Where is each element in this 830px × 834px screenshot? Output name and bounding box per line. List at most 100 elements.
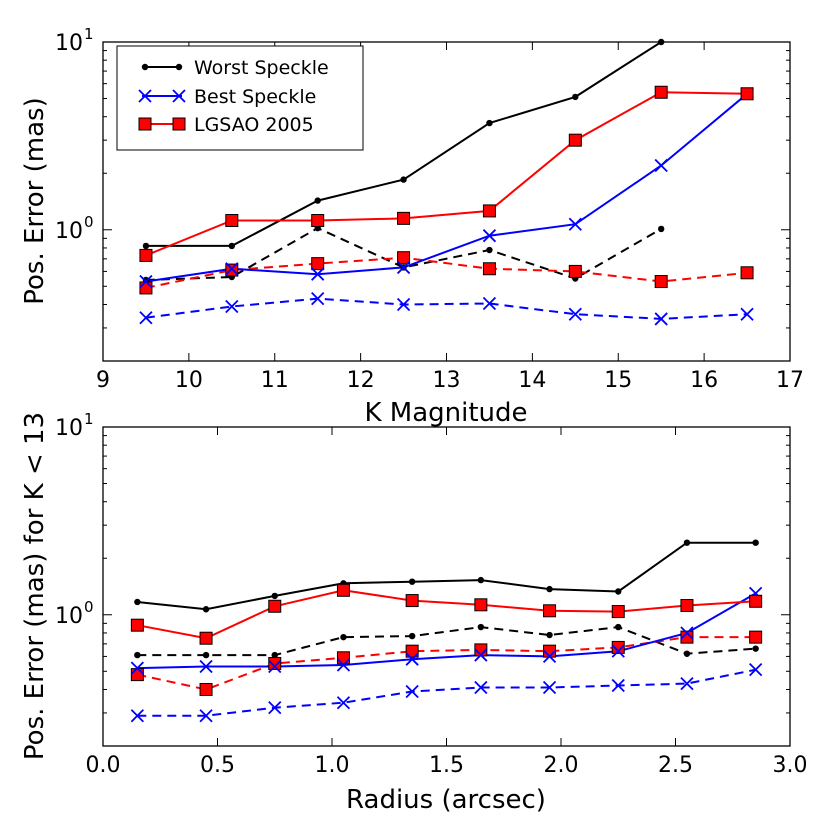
top-y-tick-label: 10 <box>55 219 83 244</box>
bottom-series-worst-speckle-point <box>546 585 553 593</box>
bottom-series-lgsao-2005-dashed-point <box>130 668 144 682</box>
bottom-series-best-speckle-point <box>680 626 694 640</box>
top-x-tick-label: 9 <box>96 368 110 393</box>
bottom-markers <box>130 539 763 723</box>
top-series-best-speckle-dashed-point <box>740 307 754 321</box>
bottom-series-worst-speckle-point <box>477 576 485 584</box>
bottom-x-tick-label: 2.0 <box>544 753 579 778</box>
bottom-series-best-speckle-dashed-point <box>474 680 488 695</box>
top-series-worst-speckle-point <box>486 119 493 127</box>
bottom-series-worst-speckle-dashed-point <box>546 631 553 639</box>
bottom-series-best-speckle-point <box>474 648 488 662</box>
top-series-worst-speckle-point <box>142 242 150 250</box>
top-series-worst-speckle-point <box>400 176 407 183</box>
bottom-series-worst-speckle-dashed-point <box>477 623 485 631</box>
bottom-x-axis-label: Radius (arcsec) <box>346 785 546 815</box>
top-series-best-speckle-point <box>568 217 582 231</box>
top-series-lgsao-2005-point <box>225 214 239 228</box>
bottom-series-worst-speckle-point <box>202 606 210 613</box>
top-y-axis-label: Pos. Error (mas) <box>20 97 50 304</box>
top-series-lgsao-2005-dashed-point <box>397 251 411 265</box>
top-series-lgsao-2005-dashed-point <box>311 257 325 271</box>
legend-marker-best-speckle <box>138 89 152 103</box>
bottom-plot-frame <box>102 426 791 747</box>
top-series-worst-speckle-point <box>228 242 236 250</box>
bottom-y-tick-label: 10 <box>55 604 83 629</box>
top-x-tick-label: 15 <box>604 368 632 393</box>
top-series-best-speckle-dashed-point <box>654 312 668 326</box>
legend-marker-lgsao-2005 <box>172 117 186 131</box>
top-series-lgsao-2005-point <box>568 133 582 147</box>
bottom-series-best-speckle-point <box>268 659 282 674</box>
bottom-series-best-speckle-point <box>611 644 625 658</box>
bottom-series-worst-speckle-line <box>137 541 756 611</box>
legend-entry-lgsao-2005: LGSAO 2005 <box>138 114 314 136</box>
bottom-x-tick-label: 2.5 <box>658 753 693 778</box>
bottom-series-worst-speckle-point <box>752 539 759 546</box>
top-series-lgsao-2005-dashed-point <box>225 263 239 277</box>
bottom-x-tick-label: 0.0 <box>86 753 121 778</box>
bottom-series-lgsao-2005-dashed-line <box>137 636 756 691</box>
top-x-tick-label: 16 <box>690 368 718 393</box>
bottom-y-tick-label: 10 <box>55 416 83 441</box>
bottom-series-lgsao-2005-point <box>268 599 282 613</box>
top-series-best-speckle-dashed-point <box>139 311 153 325</box>
top-markers <box>139 38 754 326</box>
bottom-series-lgsao-2005-point <box>543 604 557 618</box>
top-series-lgsao-2005-dashed-line <box>145 256 748 289</box>
bottom-series-worst-speckle-point <box>615 588 622 595</box>
bottom-series-worst-speckle-dashed-point <box>615 623 622 631</box>
top-series-worst-speckle-point <box>572 93 579 101</box>
bottom-series-best-speckle-point <box>199 659 213 674</box>
bottom-y-tick-exponent: 1 <box>84 410 94 428</box>
top-series-worst-speckle-dashed-point <box>486 246 493 254</box>
top-series-lgsao-2005-point <box>654 85 668 99</box>
bottom-series-lgsao-2005-dashed-point <box>749 630 763 644</box>
top-series-lgsao-2005-dashed-point <box>568 264 582 278</box>
top-series-best-speckle-dashed-line <box>145 297 748 320</box>
bottom-series-best-speckle-dashed-point <box>611 678 625 693</box>
bottom-series-best-speckle-dashed-point <box>405 684 419 699</box>
bottom-series-best-speckle-line <box>137 592 757 670</box>
bottom-series-best-speckle-point <box>336 658 351 672</box>
top-series-worst-speckle-dashed-point <box>657 225 665 233</box>
top-series-lgsao-2005-dashed-point <box>740 266 754 280</box>
top-series-lgsao-2005-point <box>139 248 153 262</box>
top-x-tick-label: 14 <box>518 368 546 393</box>
legend-box <box>116 45 364 151</box>
legend-entry-best-speckle: Best Speckle <box>138 86 316 108</box>
bottom-y-tick-exponent: 0 <box>84 598 94 616</box>
legend-label-lgsao-2005: LGSAO 2005 <box>194 114 314 136</box>
bottom-series-best-speckle-dashed-point <box>199 709 213 723</box>
bottom-x-tick-label: 1.0 <box>315 753 350 778</box>
top-x-tick-label: 12 <box>347 368 375 393</box>
legend-marker-worst-speckle <box>175 63 183 71</box>
bottom-x-tick-label: 3.0 <box>773 753 808 778</box>
top-series-best-speckle-dashed-point <box>225 299 239 314</box>
top-y-tick-label: 10 <box>55 31 83 56</box>
bottom-series-worst-speckle-dashed-point <box>134 651 141 659</box>
legend-label-best-speckle: Best Speckle <box>194 86 316 108</box>
bottom-series-lgsao-2005-dashed-point <box>680 630 694 644</box>
bottom-series-worst-speckle-dashed-point <box>752 645 759 652</box>
bottom-series-best-speckle-dashed-point <box>680 676 694 691</box>
top-x-axis-label: K Magnitude <box>364 398 527 428</box>
legend-marker-lgsao-2005 <box>138 117 152 131</box>
top-x-tick-label: 13 <box>433 368 461 393</box>
top-series-best-speckle-point <box>139 274 153 289</box>
bottom-series-best-speckle-point <box>405 652 419 666</box>
top-y-tick-exponent: 0 <box>84 213 94 231</box>
bottom-series-lgsao-2005-point <box>474 598 488 612</box>
legend-entry-worst-speckle: Worst Speckle <box>141 57 329 79</box>
bottom-x-tick-label: 1.5 <box>429 753 464 778</box>
top-series-best-speckle-point <box>311 267 325 281</box>
top-series-lgsao-2005-line <box>145 91 748 257</box>
bottom-series-best-speckle-point <box>542 649 557 664</box>
bottom-series-lgsao-2005-point <box>611 605 625 619</box>
top-series-best-speckle-dashed-point <box>568 307 582 321</box>
